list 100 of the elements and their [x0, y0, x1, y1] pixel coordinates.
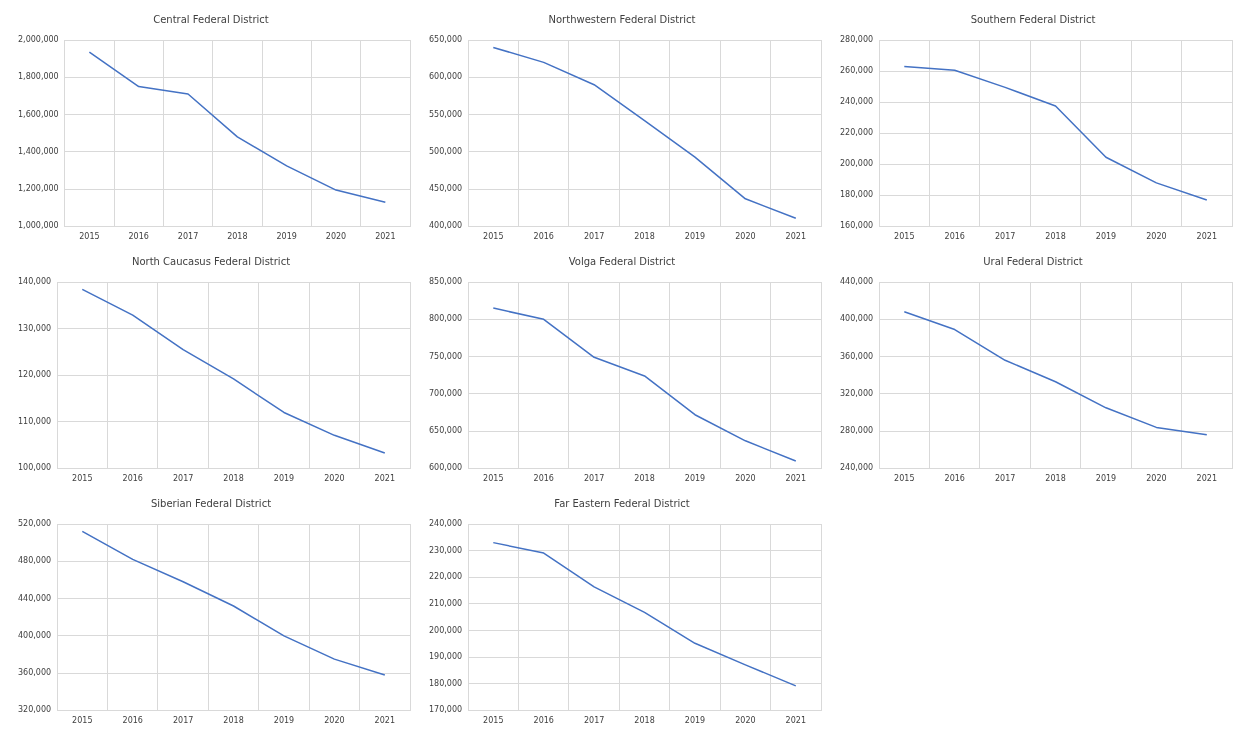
x-tick-label: 2015 [483, 474, 504, 484]
x-tick-label: 2015 [894, 474, 915, 484]
x-tick-label: 2017 [994, 474, 1016, 484]
y-tick-label: 200,000 [428, 625, 463, 635]
x-tick-label: 2018 [634, 232, 655, 242]
x-tick-label: 2020 [324, 474, 345, 484]
x-tick-label: 2019 [1095, 474, 1117, 484]
x-tick-label: 2021 [785, 716, 806, 726]
x-tick-label: 2019 [684, 232, 706, 242]
y-tick-label: 440,000 [17, 593, 52, 603]
x-tick-label: 2021 [374, 474, 395, 484]
x-tick-label: 2021 [375, 232, 396, 242]
x-tick-label: 2016 [533, 232, 554, 242]
x-tick-label: 2021 [374, 716, 395, 726]
x-tick-label: 2018 [223, 716, 244, 726]
y-tick-label: 220,000 [428, 572, 463, 582]
y-tick-label: 190,000 [428, 652, 463, 662]
y-tick-label: 1,400,000 [18, 146, 59, 156]
y-tick-label: 800,000 [428, 314, 463, 324]
x-tick-label: 2017 [583, 232, 605, 242]
x-tick-label: 2020 [324, 716, 345, 726]
x-tick-label: 2021 [1196, 232, 1217, 242]
y-tick-label: 180,000 [839, 190, 874, 200]
y-tick-label: 280,000 [839, 426, 874, 436]
x-tick-label: 2020 [1146, 474, 1167, 484]
y-tick-label: 1,600,000 [18, 109, 59, 119]
y-tick-label: 450,000 [428, 184, 463, 194]
x-tick-label: 2017 [177, 232, 199, 242]
x-tick-label: 2021 [785, 474, 806, 484]
x-tick-label: 2017 [994, 232, 1016, 242]
x-tick-label: 2017 [583, 716, 605, 726]
y-tick-label: 400,000 [428, 221, 463, 231]
y-tick-label: 480,000 [17, 556, 52, 566]
x-tick-label: 2019 [684, 716, 706, 726]
x-tick-label: 2020 [1146, 232, 1167, 242]
x-tick-label: 2020 [735, 474, 756, 484]
x-tick-label: 2015 [72, 474, 93, 484]
x-tick-label: 2017 [172, 474, 194, 484]
x-tick-label: 2018 [634, 716, 655, 726]
y-tick-label: 750,000 [428, 351, 463, 361]
y-tick-label: 400,000 [17, 630, 52, 640]
x-tick-label: 2016 [122, 474, 143, 484]
y-tick-label: 360,000 [17, 668, 52, 678]
y-tick-label: 140,000 [17, 277, 52, 287]
x-tick-label: 2021 [1196, 474, 1217, 484]
x-tick-label: 2020 [735, 716, 756, 726]
y-tick-label: 650,000 [428, 426, 463, 436]
x-tick-label: 2016 [122, 716, 143, 726]
y-tick-label: 110,000 [17, 416, 52, 426]
x-tick-label: 2018 [227, 232, 248, 242]
x-tick-label: 2015 [79, 232, 100, 242]
x-tick-label: 2017 [583, 474, 605, 484]
y-tick-label: 600,000 [428, 72, 463, 82]
y-tick-label: 230,000 [428, 545, 463, 555]
x-tick-label: 2021 [785, 232, 806, 242]
x-tick-label: 2019 [276, 232, 297, 242]
y-tick-label: 320,000 [839, 388, 874, 398]
y-tick-label: 1,200,000 [18, 184, 59, 194]
y-tick-label: 260,000 [839, 66, 874, 76]
x-tick-label: 2018 [223, 474, 244, 484]
y-tick-label: 550,000 [428, 109, 463, 119]
x-tick-label: 2016 [944, 474, 965, 484]
y-tick-label: 1,000,000 [18, 221, 59, 231]
chart-title: North Caucasus Federal District [131, 255, 291, 267]
y-tick-label: 700,000 [428, 388, 463, 398]
x-tick-label: 2017 [172, 716, 194, 726]
y-tick-label: 520,000 [17, 519, 52, 529]
y-tick-label: 170,000 [428, 705, 463, 715]
x-tick-label: 2015 [894, 232, 915, 242]
y-tick-label: 650,000 [428, 35, 463, 45]
x-tick-label: 2020 [325, 232, 347, 242]
y-tick-label: 2,000,000 [18, 35, 59, 45]
chart-title: Volga Federal District [568, 255, 676, 267]
chart-title: Far Eastern Federal District [554, 497, 690, 509]
y-tick-label: 400,000 [839, 314, 874, 324]
x-tick-label: 2018 [634, 474, 655, 484]
x-tick-label: 2019 [273, 716, 295, 726]
chart-title: Ural Federal District [983, 255, 1083, 267]
y-tick-label: 320,000 [17, 705, 52, 715]
y-tick-label: 210,000 [428, 598, 463, 608]
x-tick-label: 2019 [273, 474, 295, 484]
x-tick-label: 2016 [533, 474, 554, 484]
x-tick-label: 2015 [483, 716, 504, 726]
y-tick-label: 120,000 [17, 370, 52, 380]
x-tick-label: 2016 [128, 232, 149, 242]
y-tick-label: 1,800,000 [18, 72, 59, 82]
y-tick-label: 440,000 [839, 277, 874, 287]
y-tick-label: 850,000 [428, 277, 463, 287]
y-tick-label: 600,000 [428, 463, 463, 473]
x-tick-label: 2019 [1095, 232, 1117, 242]
chart-title: Central Federal District [153, 13, 269, 25]
y-tick-label: 100,000 [17, 463, 52, 473]
y-tick-label: 160,000 [839, 221, 874, 231]
y-tick-label: 180,000 [428, 678, 463, 688]
x-tick-label: 2019 [684, 474, 706, 484]
y-tick-label: 240,000 [428, 519, 463, 529]
y-tick-label: 240,000 [839, 463, 874, 473]
y-tick-label: 130,000 [17, 323, 52, 333]
x-tick-label: 2015 [483, 232, 504, 242]
chart-title: Siberian Federal District [150, 497, 272, 509]
